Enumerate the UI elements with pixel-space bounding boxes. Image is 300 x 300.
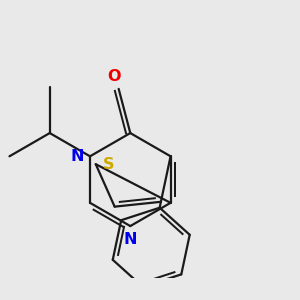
Text: O: O <box>107 69 121 84</box>
Text: S: S <box>103 157 114 172</box>
Text: N: N <box>124 232 137 247</box>
Text: N: N <box>71 149 84 164</box>
